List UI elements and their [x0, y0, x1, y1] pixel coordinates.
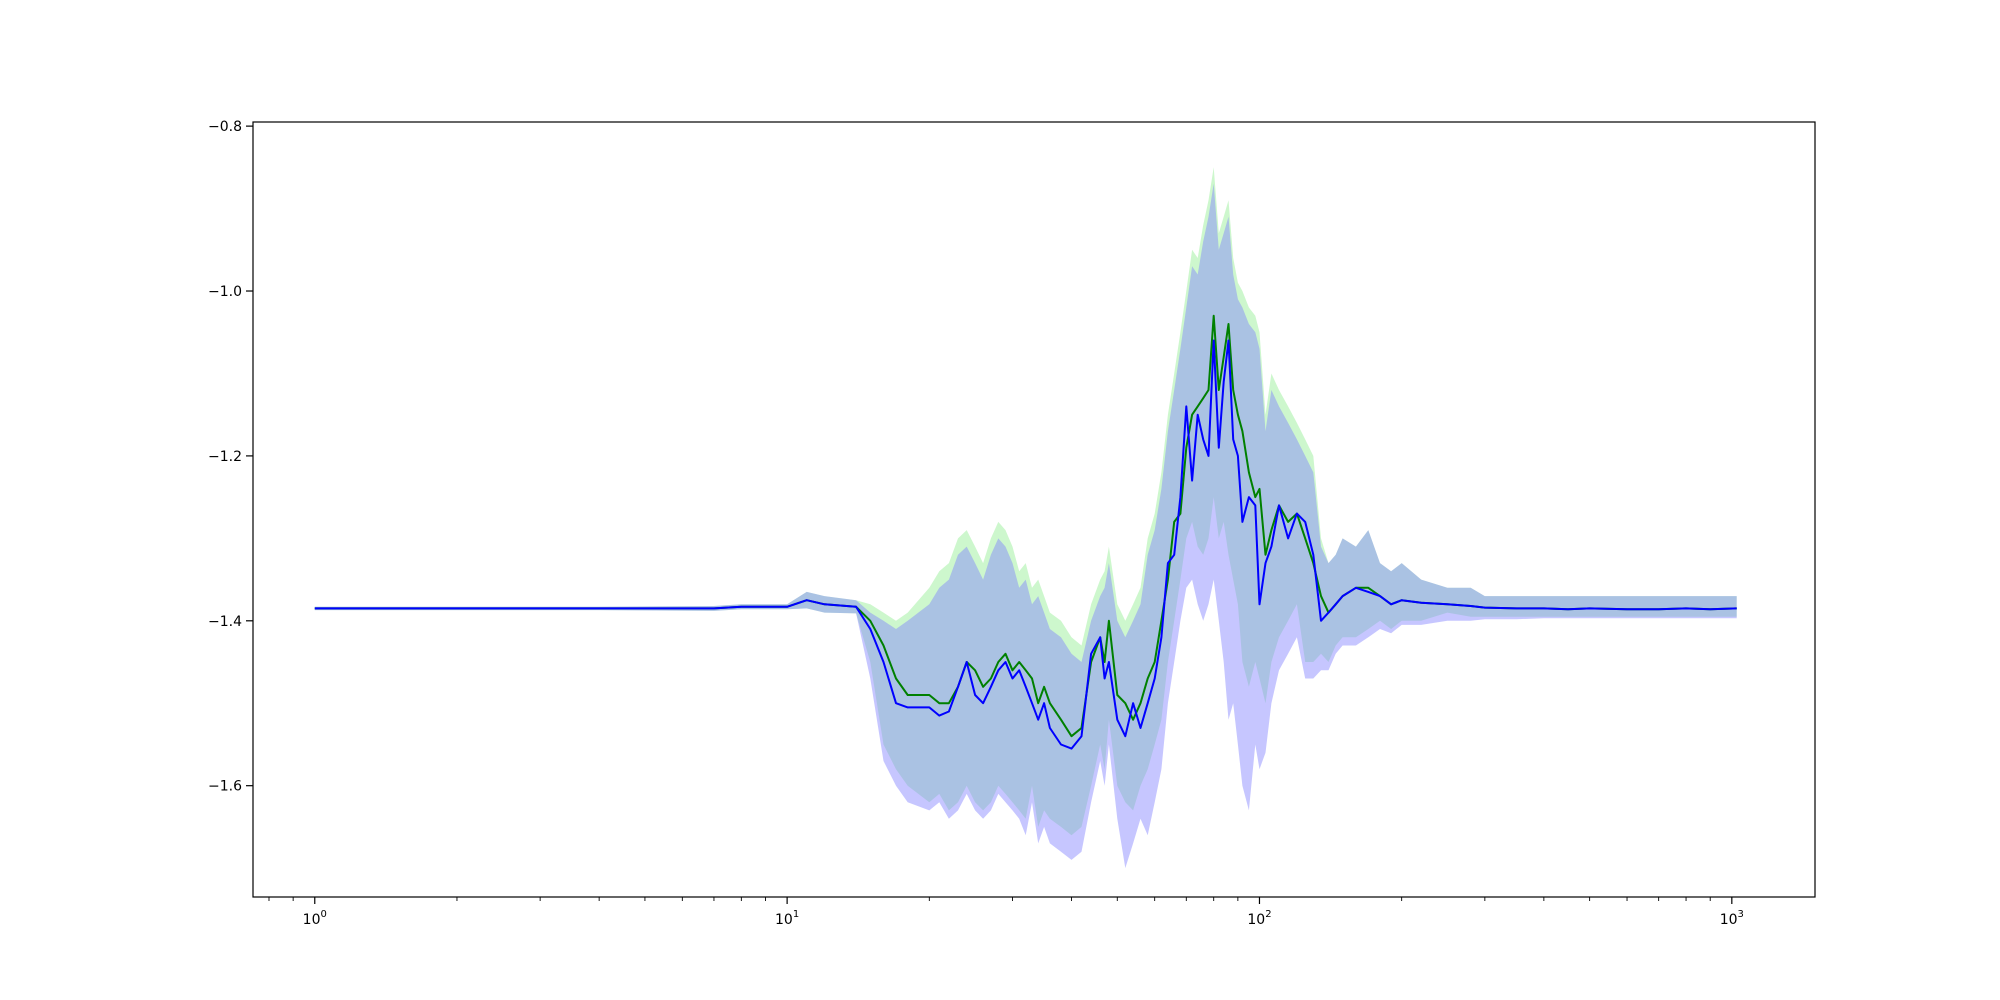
y-tick-label-1: −1.6 — [208, 779, 242, 795]
x-axis: 100 101 102 103 — [268, 897, 1744, 928]
x-tick-label-1: 100 — [303, 909, 327, 928]
series-lines — [314, 314, 1737, 750]
confidence-band-2 — [314, 183, 1737, 869]
y-axis: −1.6 −1.4 −1.2 −1.0 −0.8 — [208, 119, 253, 795]
confidence-band-1 — [314, 167, 1737, 836]
y-tick-label-3: −1.2 — [208, 449, 242, 465]
confidence-bands — [314, 167, 1737, 869]
y-tick-label-2: −1.4 — [208, 614, 242, 630]
x-tick-label-2: 101 — [775, 909, 799, 928]
plot-frame — [252, 121, 1816, 898]
y-tick-label-5: −0.8 — [208, 119, 242, 135]
x-tick-label-3: 102 — [1247, 909, 1271, 928]
x-tick-label-4: 103 — [1720, 909, 1744, 928]
series-line-2 — [314, 339, 1737, 750]
y-tick-label-4: −1.0 — [208, 284, 242, 300]
